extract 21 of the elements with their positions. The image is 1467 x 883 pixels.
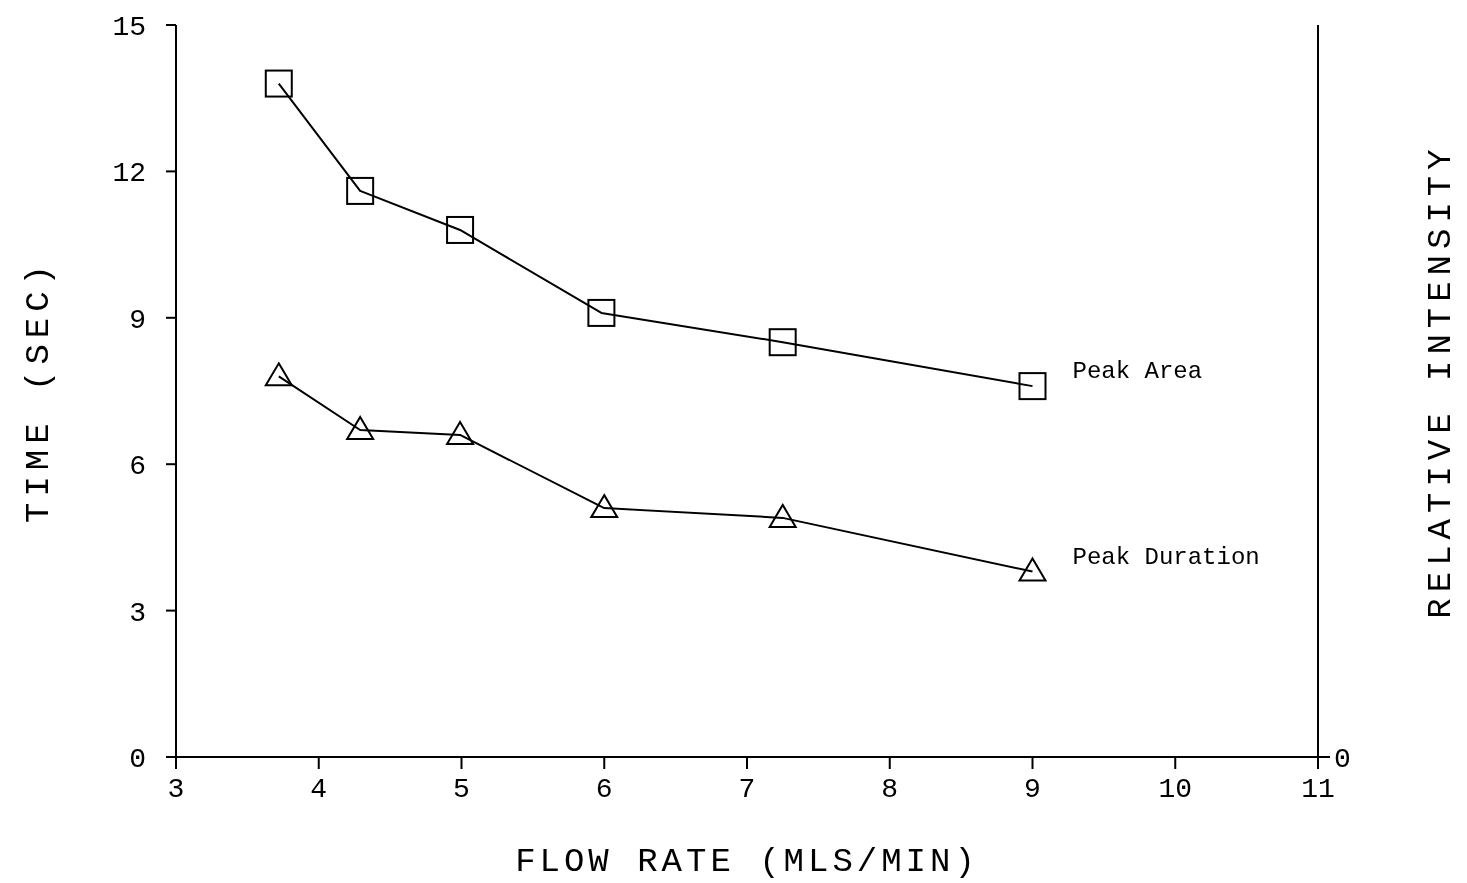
series-label: Peak Area xyxy=(1072,358,1203,386)
x-tick-label: 11 xyxy=(1301,774,1335,805)
y-tick-label: 3 xyxy=(129,597,146,629)
x-tick-label: 9 xyxy=(1024,774,1041,805)
x-tick-label: 6 xyxy=(595,774,613,805)
y-tick-label: 15 xyxy=(112,12,146,43)
x-tick-label: 3 xyxy=(167,774,185,805)
x-tick-label: 4 xyxy=(310,774,328,805)
text: 0 xyxy=(1334,744,1351,775)
y-tick-label: 6 xyxy=(129,451,146,483)
y-axis-title: TIME (SEC) xyxy=(20,258,58,524)
x-tick-label: 5 xyxy=(453,774,470,805)
y2-axis-title: RELATIVE INTENSITY xyxy=(1422,143,1460,619)
series-label: Peak Duration xyxy=(1072,543,1260,571)
x-axis-title: FLOW RATE (MLS/MIN) xyxy=(515,843,979,881)
y-tick-label: 9 xyxy=(129,304,146,336)
x-tick-label: 10 xyxy=(1158,774,1193,805)
y-tick-label: 12 xyxy=(112,158,146,190)
y-tick-label: 0 xyxy=(129,744,146,775)
x-tick-label: 7 xyxy=(738,774,756,805)
x-tick-label: 8 xyxy=(881,774,899,805)
